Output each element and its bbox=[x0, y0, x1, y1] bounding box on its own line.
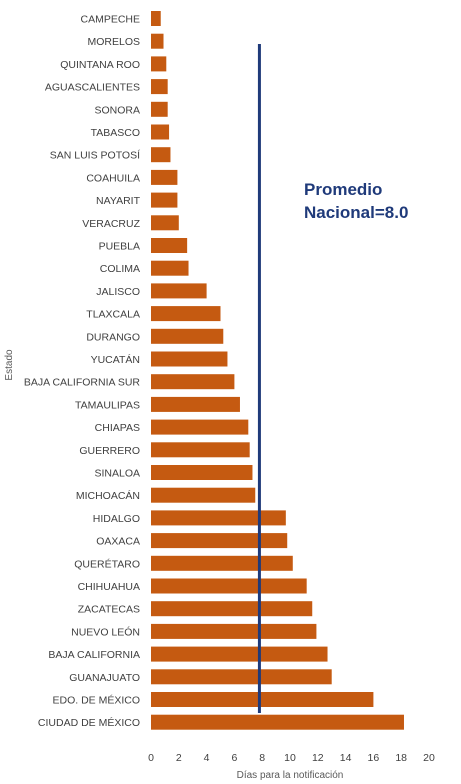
bar bbox=[151, 79, 168, 95]
category-label: COAHUILA bbox=[86, 172, 140, 184]
x-axis-title: Días para la notificación bbox=[237, 770, 344, 781]
bar bbox=[151, 283, 207, 299]
bar bbox=[151, 714, 404, 730]
bar bbox=[151, 692, 374, 707]
bar bbox=[151, 646, 328, 662]
category-label: NAYARIT bbox=[96, 195, 141, 207]
bar bbox=[151, 306, 221, 322]
bar bbox=[151, 601, 313, 617]
bar bbox=[151, 215, 179, 231]
bar bbox=[151, 669, 332, 685]
category-label: JALISCO bbox=[96, 286, 140, 298]
bar bbox=[151, 33, 164, 49]
bars-group bbox=[151, 11, 404, 730]
bar bbox=[151, 533, 288, 549]
category-label: ZACATECAS bbox=[78, 604, 140, 616]
bar bbox=[151, 465, 253, 480]
x-tick-label: 14 bbox=[340, 752, 352, 764]
bar bbox=[151, 11, 161, 26]
x-tick-label: 0 bbox=[148, 752, 154, 764]
category-label: BAJA CALIFORNIA SUR bbox=[24, 377, 141, 389]
bar bbox=[151, 169, 178, 185]
x-tick-label: 20 bbox=[423, 752, 435, 764]
category-label: QUINTANA ROO bbox=[60, 59, 140, 71]
bar bbox=[151, 396, 240, 412]
category-label: QUERÉTARO bbox=[74, 557, 140, 570]
category-label: CAMPECHE bbox=[80, 14, 140, 26]
category-label: MORELOS bbox=[87, 36, 140, 48]
category-label: TABASCO bbox=[91, 127, 140, 139]
category-label: CHIHUAHUA bbox=[78, 581, 140, 593]
x-tick-label: 16 bbox=[368, 752, 380, 764]
bar bbox=[151, 351, 228, 367]
annotation-line-2: Nacional=8.0 bbox=[304, 203, 408, 222]
x-tick-label: 12 bbox=[312, 752, 324, 764]
bar bbox=[151, 442, 250, 458]
category-label: GUERRERO bbox=[79, 445, 140, 457]
category-label: DURANGO bbox=[86, 331, 140, 343]
category-label: BAJA CALIFORNIA bbox=[48, 649, 140, 661]
annotation-line-1: Promedio bbox=[304, 180, 382, 199]
bar bbox=[151, 578, 307, 594]
x-tick-label: 10 bbox=[284, 752, 296, 764]
category-label: PUEBLA bbox=[99, 241, 140, 253]
x-tick-label: 18 bbox=[395, 752, 407, 764]
bar bbox=[151, 124, 170, 140]
x-tick-label: 2 bbox=[176, 752, 182, 764]
category-labels: CAMPECHE MORELOS QUINTANA ROO AGUASCALIENTE… bbox=[24, 14, 141, 730]
x-tick-label: 6 bbox=[231, 752, 237, 764]
bar bbox=[151, 555, 293, 571]
bar bbox=[151, 510, 286, 526]
category-label: EDO. DE MÉXICO bbox=[52, 694, 140, 707]
x-tick-labels: 0 2 4 6 8 10 12 14 16 18 20 bbox=[148, 752, 435, 764]
bar bbox=[151, 147, 171, 163]
bar bbox=[151, 623, 317, 639]
category-label: VERACRUZ bbox=[82, 218, 140, 230]
category-label: TAMAULIPAS bbox=[75, 399, 140, 411]
category-label: AGUASCALIENTES bbox=[45, 82, 140, 94]
category-label: CIUDAD DE MÉXICO bbox=[38, 716, 140, 729]
bar bbox=[151, 192, 178, 208]
category-label: GUANAJUATO bbox=[69, 672, 140, 684]
x-tick-label: 8 bbox=[259, 752, 265, 764]
category-label: YUCATÁN bbox=[91, 353, 140, 366]
category-label: MICHOACÁN bbox=[76, 489, 140, 502]
category-label: TLAXCALA bbox=[86, 309, 140, 321]
bar bbox=[151, 238, 188, 253]
category-label: CHIAPAS bbox=[95, 422, 140, 434]
x-tick-label: 4 bbox=[204, 752, 210, 764]
bar bbox=[151, 101, 168, 117]
y-axis-title: Estado bbox=[4, 349, 15, 381]
bar bbox=[151, 419, 249, 435]
category-label: NUEVO LEÓN bbox=[71, 625, 140, 638]
bar bbox=[151, 374, 235, 390]
bar bbox=[151, 260, 189, 276]
category-label: COLIMA bbox=[100, 263, 140, 275]
bar bbox=[151, 328, 224, 344]
category-label: SONORA bbox=[94, 104, 140, 116]
category-label: SAN LUIS POTOSÍ bbox=[50, 149, 140, 162]
category-label: SINALOA bbox=[94, 468, 140, 480]
category-label: HIDALGO bbox=[93, 513, 140, 525]
category-label: OAXACA bbox=[96, 536, 140, 548]
bar bbox=[151, 56, 167, 72]
bar bbox=[151, 487, 256, 503]
